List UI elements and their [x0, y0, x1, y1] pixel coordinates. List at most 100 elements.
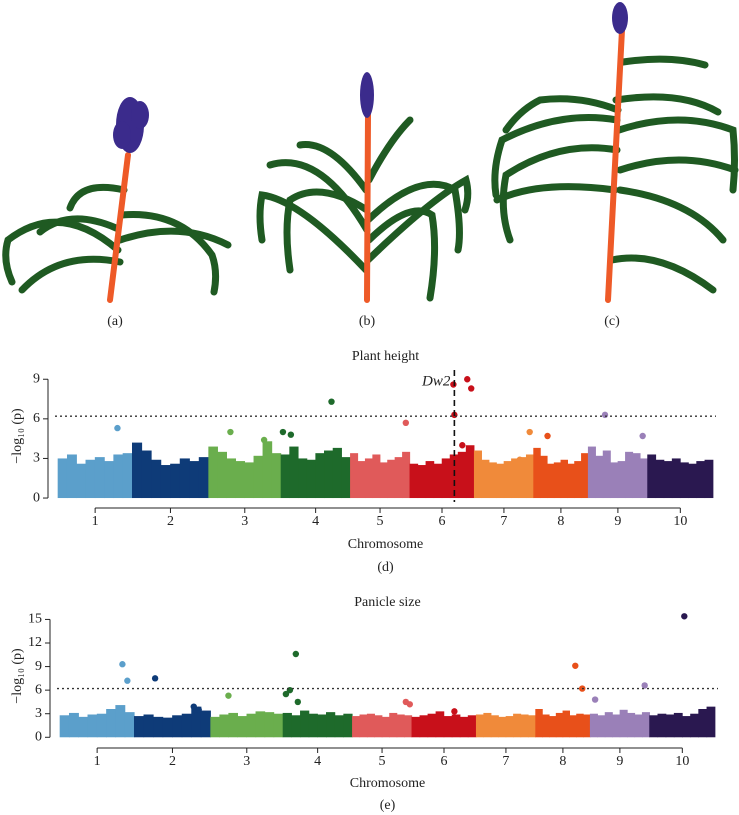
- y-axis-label: −log₁₀ (p): [10, 408, 25, 464]
- y-tick-label: 0: [35, 730, 42, 745]
- snp-band: [435, 711, 445, 738]
- snp-point: [286, 686, 294, 694]
- panel-label: (b): [359, 314, 376, 329]
- snp-band: [271, 453, 282, 499]
- snp-band: [198, 457, 209, 499]
- snp-band: [115, 705, 126, 738]
- x-axis-label: Chromosome: [350, 776, 425, 791]
- snp-band: [602, 450, 611, 499]
- snp-band: [627, 712, 636, 738]
- snp-band: [555, 712, 564, 738]
- snp-point: [601, 411, 609, 419]
- snp-band: [273, 713, 284, 738]
- snp-band: [350, 453, 359, 499]
- x-tick-label: 7: [502, 754, 509, 769]
- x-tick-label: 10: [675, 754, 689, 769]
- snp-band: [170, 463, 181, 499]
- snp-band: [235, 461, 246, 499]
- snp-band: [673, 712, 683, 738]
- snp-band: [548, 716, 557, 738]
- snp-band: [357, 461, 366, 499]
- snp-point: [572, 662, 579, 669]
- x-tick-label: 10: [673, 514, 687, 529]
- snp-point: [227, 428, 234, 436]
- snp-band: [374, 715, 383, 738]
- snp-point: [195, 706, 202, 713]
- snp-band: [671, 458, 681, 499]
- snp-band: [237, 716, 248, 738]
- snp-band: [520, 714, 529, 738]
- snp-band: [291, 715, 301, 738]
- snp-band: [451, 714, 461, 738]
- snp-band: [189, 461, 200, 499]
- snp-band: [244, 462, 255, 499]
- snp-band: [498, 716, 507, 738]
- snp-band: [560, 459, 568, 499]
- snp-band: [475, 714, 484, 738]
- chart-title: Plant height: [352, 349, 419, 364]
- snp-point: [406, 701, 413, 708]
- snp-band: [657, 713, 667, 738]
- snp-band: [253, 455, 264, 499]
- snp-band: [289, 446, 299, 499]
- snp-band: [459, 716, 469, 738]
- snp-band: [389, 712, 398, 738]
- chart-title: Panicle size: [354, 595, 420, 610]
- snp-point: [294, 698, 302, 706]
- snp-band: [503, 461, 512, 499]
- snp-band: [226, 458, 237, 499]
- snp-band: [597, 715, 606, 738]
- snp-band: [540, 455, 548, 499]
- snp-point: [151, 675, 159, 682]
- snp-band: [326, 712, 336, 738]
- snp-band: [280, 454, 290, 499]
- snp-band: [298, 458, 308, 499]
- snp-band: [583, 714, 591, 738]
- snp-point: [292, 650, 300, 658]
- snp-band: [473, 450, 482, 499]
- snp-point: [190, 703, 197, 710]
- plant-c: [491, 2, 739, 303]
- snp-point: [124, 677, 131, 684]
- snp-band: [449, 454, 459, 499]
- snp-band: [488, 462, 497, 499]
- snp-point: [119, 661, 126, 668]
- snp-band: [441, 458, 451, 499]
- snp-band: [457, 451, 467, 499]
- y-tick-label: 3: [33, 451, 40, 466]
- snp-band: [483, 712, 492, 738]
- snp-band: [595, 455, 604, 499]
- x-tick-label: 8: [557, 514, 564, 529]
- snp-band: [698, 709, 708, 738]
- snp-point: [279, 428, 287, 436]
- snp-band: [546, 463, 555, 499]
- snp-band: [425, 461, 435, 499]
- snp-band: [366, 713, 375, 738]
- x-tick-label: 4: [314, 754, 321, 769]
- snp-point: [459, 442, 466, 449]
- snp-band: [394, 457, 403, 499]
- x-tick-label: 2: [167, 514, 174, 529]
- snp-point: [544, 432, 551, 440]
- snp-band: [625, 451, 634, 499]
- panel-caption: (e): [380, 798, 396, 813]
- snp-band: [104, 461, 115, 499]
- snp-band: [419, 715, 429, 738]
- snp-band: [179, 458, 190, 499]
- x-tick-label: 5: [379, 754, 386, 769]
- snp-point: [639, 432, 646, 440]
- y-tick-label: 6: [35, 682, 42, 697]
- snp-band: [513, 713, 522, 738]
- snp-band: [576, 713, 584, 738]
- snp-band: [443, 716, 453, 738]
- snp-band: [262, 441, 273, 499]
- x-tick-label: 9: [614, 514, 621, 529]
- snp-band: [162, 717, 173, 738]
- snp-band: [427, 713, 437, 738]
- snp-band: [341, 457, 351, 499]
- snp-band: [76, 463, 87, 499]
- snp-band: [372, 454, 381, 499]
- snp-band: [649, 715, 659, 738]
- snp-band: [96, 713, 107, 738]
- snp-band: [589, 713, 598, 738]
